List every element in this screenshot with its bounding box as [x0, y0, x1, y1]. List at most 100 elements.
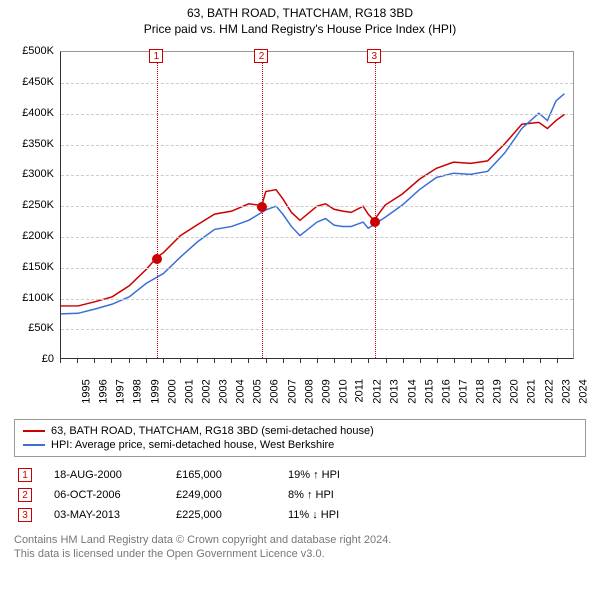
chart: £0£50K£100K£150K£200K£250K£300K£350K£400…: [14, 43, 586, 413]
plot-area: [60, 51, 574, 359]
gridline: [61, 329, 573, 330]
legend: 63, BATH ROAD, THATCHAM, RG18 3BD (semi-…: [14, 419, 586, 457]
gridline: [61, 175, 573, 176]
x-tick: [523, 359, 524, 363]
x-tick-label: 2003: [218, 379, 230, 403]
x-tick-label: 1999: [149, 379, 161, 403]
event-row: 118-AUG-2000£165,00019% ↑ HPI: [14, 465, 586, 485]
event-date: 06-OCT-2006: [54, 489, 154, 501]
x-tick-label: 2006: [269, 379, 281, 403]
event-price: £249,000: [176, 489, 266, 501]
y-tick-label: £150K: [14, 261, 54, 273]
legend-item: 63, BATH ROAD, THATCHAM, RG18 3BD (semi-…: [23, 424, 577, 438]
x-tick: [351, 359, 352, 363]
series-hpi: [61, 94, 564, 314]
x-tick: [557, 359, 558, 363]
event-row-marker: 2: [18, 488, 32, 502]
x-tick-label: 2009: [320, 379, 332, 403]
legend-label: HPI: Average price, semi-detached house,…: [51, 439, 334, 451]
event-row: 2 06-OCT-2006 £249,000 8% ↑ HPI: [14, 485, 586, 505]
y-tick-label: £100K: [14, 292, 54, 304]
x-tick-label: 2002: [200, 379, 212, 403]
x-tick-label: 1996: [98, 379, 110, 403]
x-tick-label: 2023: [560, 379, 572, 403]
x-tick: [111, 359, 112, 363]
series-lines: [61, 52, 573, 358]
y-tick-label: £500K: [14, 45, 54, 57]
x-tick: [471, 359, 472, 363]
legend-label: 63, BATH ROAD, THATCHAM, RG18 3BD (semi-…: [51, 425, 374, 437]
x-tick: [300, 359, 301, 363]
y-tick-label: £400K: [14, 107, 54, 119]
gridline: [61, 268, 573, 269]
gridline: [61, 237, 573, 238]
event-row: 303-MAY-2013£225,00011% ↓ HPI: [14, 505, 586, 525]
x-tick: [77, 359, 78, 363]
x-tick: [146, 359, 147, 363]
y-tick-label: £50K: [14, 322, 54, 334]
x-tick-label: 2022: [543, 379, 555, 403]
event-delta: 11% ↓ HPI: [288, 509, 339, 521]
x-tick: [368, 359, 369, 363]
event-vline: [375, 52, 376, 358]
x-tick: [231, 359, 232, 363]
x-tick-label: 2016: [440, 379, 452, 403]
y-tick-label: £450K: [14, 76, 54, 88]
x-tick: [437, 359, 438, 363]
event-row-marker: 1: [18, 468, 32, 482]
event-vline: [157, 52, 158, 358]
x-tick: [386, 359, 387, 363]
footer-line1: Contains HM Land Registry data © Crown c…: [14, 533, 586, 547]
x-tick-label: 1995: [80, 379, 92, 403]
event-date: 18-AUG-2000: [54, 469, 154, 481]
gridline: [61, 299, 573, 300]
x-tick-label: 1997: [115, 379, 127, 403]
x-tick-label: 2019: [492, 379, 504, 403]
x-tick-label: 2007: [286, 379, 298, 403]
event-row-marker: 3: [18, 508, 32, 522]
legend-item: HPI: Average price, semi-detached house,…: [23, 438, 577, 452]
x-tick-label: 2013: [389, 379, 401, 403]
event-delta: 8% ↑ HPI: [288, 489, 334, 501]
x-tick-label: 2024: [577, 379, 589, 403]
events-table: 118-AUG-2000£165,00019% ↑ HPI206-OCT-200…: [14, 465, 586, 525]
x-tick: [180, 359, 181, 363]
x-tick-label: 1998: [132, 379, 144, 403]
x-tick-label: 2008: [303, 379, 315, 403]
event-price: £165,000: [176, 469, 266, 481]
event-dot: [257, 202, 267, 212]
x-tick-label: 2011: [354, 379, 366, 403]
x-tick: [505, 359, 506, 363]
event-date: 03-MAY-2013: [54, 509, 154, 521]
event-marker-3: 3: [367, 49, 381, 63]
x-tick-label: 2000: [166, 379, 178, 403]
x-tick-label: 2018: [475, 379, 487, 403]
x-tick: [94, 359, 95, 363]
x-tick-label: 2010: [337, 379, 349, 403]
x-tick: [197, 359, 198, 363]
x-tick: [334, 359, 335, 363]
x-tick: [60, 359, 61, 363]
x-tick: [129, 359, 130, 363]
x-tick-label: 2017: [457, 379, 469, 403]
x-tick-label: 2015: [423, 379, 435, 403]
gridline: [61, 145, 573, 146]
x-tick-label: 2014: [406, 379, 418, 403]
event-marker-1: 1: [149, 49, 163, 63]
x-tick-label: 2005: [252, 379, 264, 403]
gridline: [61, 206, 573, 207]
x-tick: [403, 359, 404, 363]
y-tick-label: £250K: [14, 199, 54, 211]
x-tick-label: 2021: [526, 379, 538, 403]
x-tick: [214, 359, 215, 363]
legend-swatch: [23, 430, 45, 432]
x-tick: [454, 359, 455, 363]
legend-swatch: [23, 444, 45, 446]
x-tick-label: 2004: [235, 379, 247, 403]
x-tick: [266, 359, 267, 363]
y-tick-label: £200K: [14, 230, 54, 242]
x-tick: [420, 359, 421, 363]
series-property: [61, 115, 564, 307]
x-tick: [540, 359, 541, 363]
x-tick: [283, 359, 284, 363]
